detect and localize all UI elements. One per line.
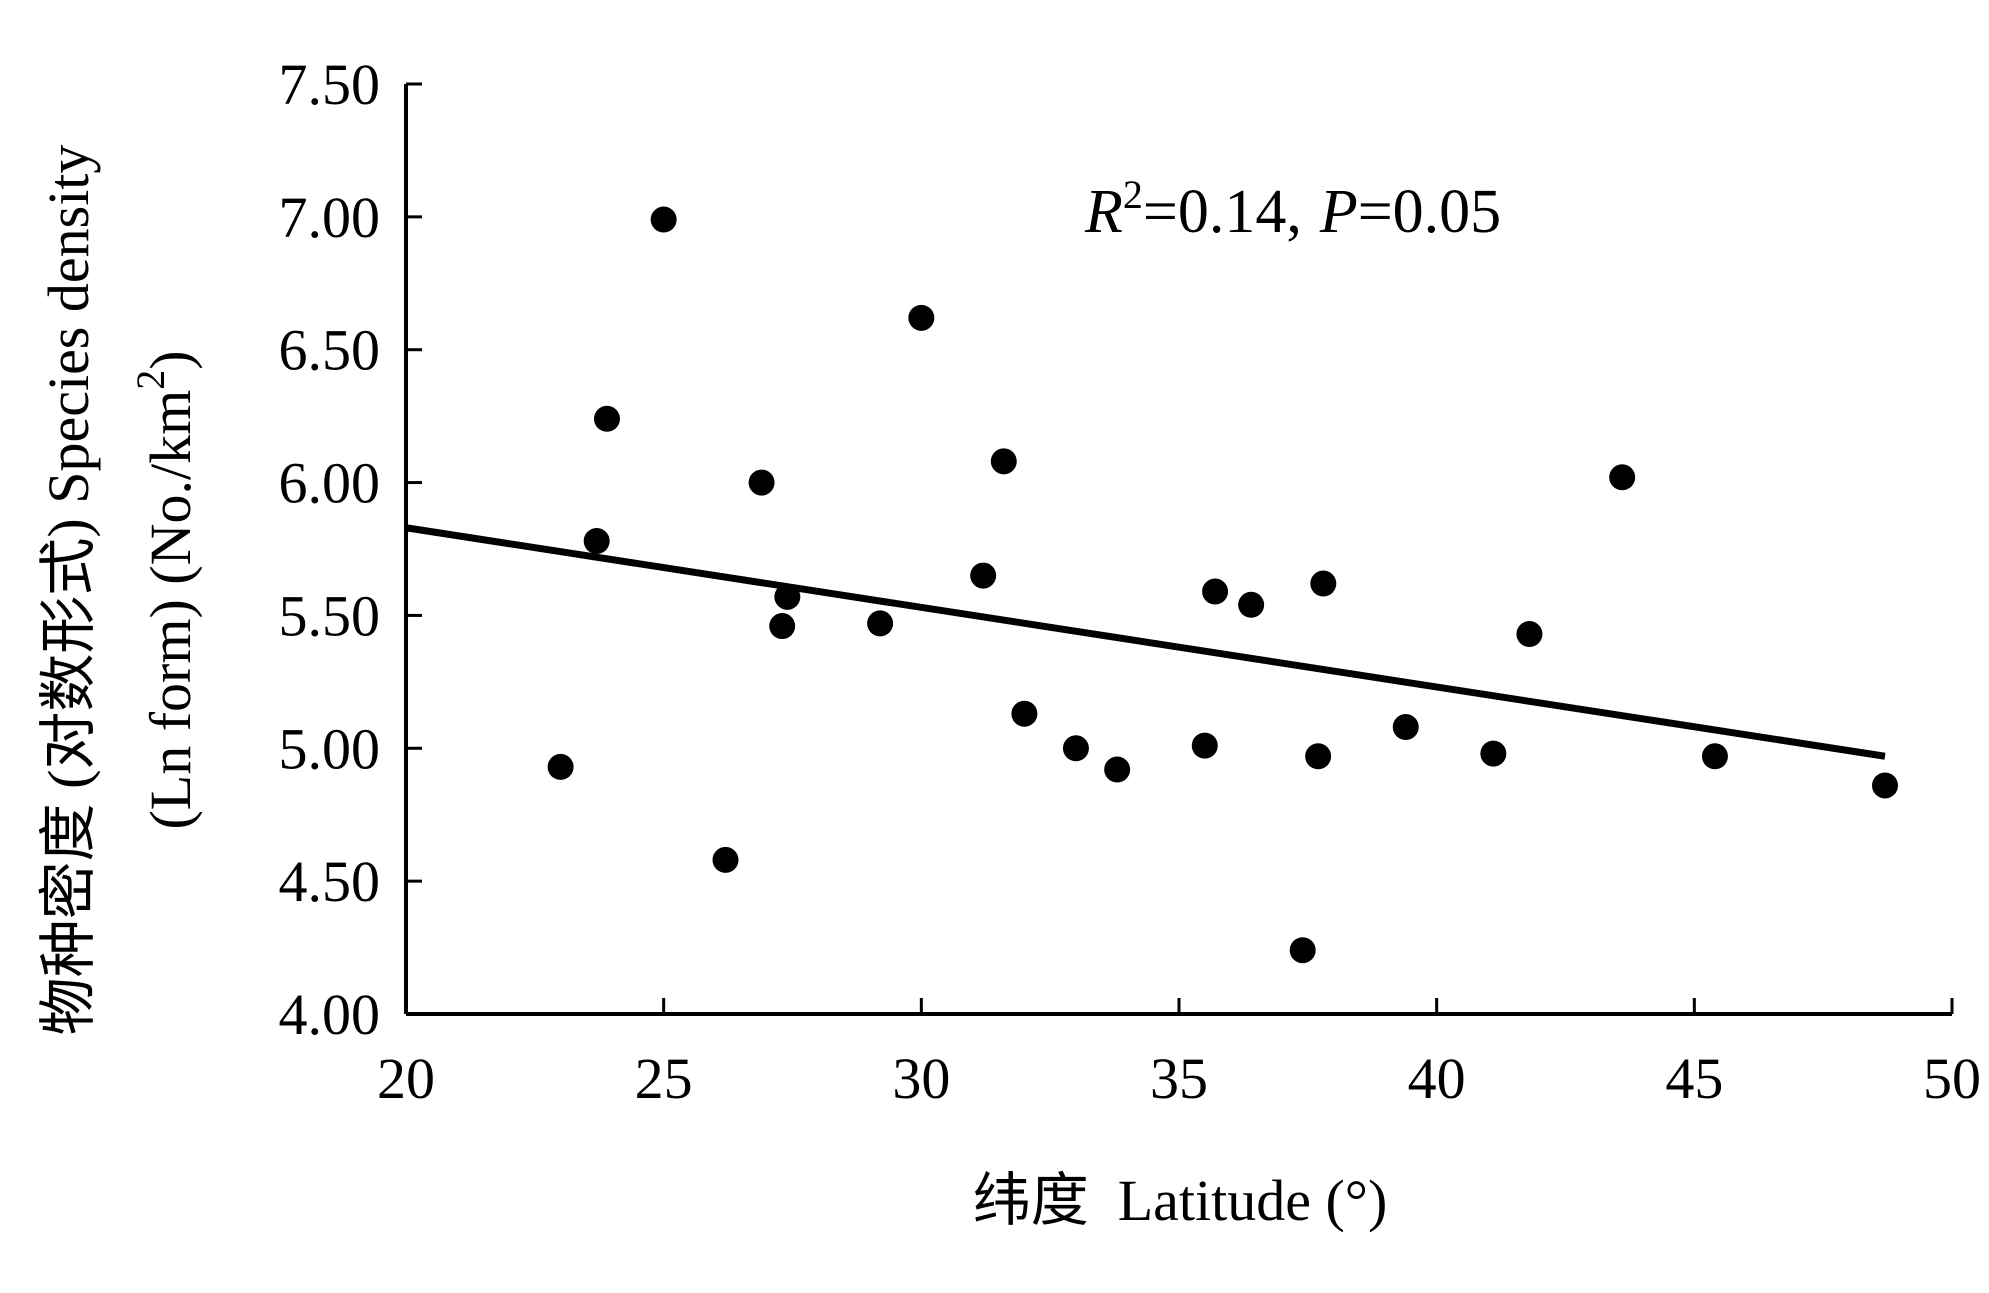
p-value: =0.05 (1358, 178, 1501, 246)
data-point (1480, 740, 1507, 767)
data-point (990, 448, 1017, 475)
data-points (547, 206, 1899, 964)
data-point (583, 528, 610, 555)
data-point (1104, 756, 1131, 783)
y-tick-label: 5.00 (279, 716, 381, 781)
x-tick-label: 30 (892, 1046, 950, 1111)
y-tick-label: 6.50 (279, 318, 381, 383)
data-point (712, 846, 739, 873)
data-point (1289, 937, 1316, 964)
data-point (593, 405, 620, 432)
data-point (547, 753, 574, 780)
p-label: P (1319, 178, 1358, 246)
x-tick-label: 50 (1923, 1046, 1981, 1111)
x-tick-label: 20 (377, 1046, 435, 1111)
data-point (1011, 700, 1038, 727)
data-point (1609, 464, 1636, 491)
y-tick-label: 7.00 (279, 185, 381, 250)
data-point (867, 610, 894, 637)
axes (404, 82, 1954, 1016)
data-point (650, 206, 677, 233)
y-tick-label: 5.50 (279, 583, 381, 648)
y-axis-title-line1: 物种密度 (对数形式) Species density (36, 145, 101, 1036)
data-point (1191, 732, 1218, 759)
y-axis-title-line2: (Ln form) (No./km2) (128, 350, 203, 829)
data-point (1202, 578, 1229, 605)
tick-labels: 4.00 4.50 5.00 5.50 6.00 6.50 7.00 7.50 20 25 30 35… (279, 52, 1982, 1111)
data-point (908, 304, 935, 331)
trendline-group (405, 524, 1886, 760)
data-point (774, 583, 801, 610)
data-point (970, 562, 997, 589)
y-axis-title-superscript: 2 (128, 370, 173, 390)
y-tick-label: 7.50 (279, 52, 381, 117)
y-tick-label: 6.00 (279, 451, 381, 516)
r-superscript: 2 (1123, 172, 1143, 217)
r-value: =0.14, (1143, 178, 1302, 246)
data-point (1392, 714, 1419, 741)
data-point (1310, 570, 1337, 597)
y-axis-title-line2-main: (Ln form) (No./km (138, 390, 203, 830)
y-tick-label: 4.50 (279, 849, 381, 914)
data-point (769, 613, 796, 640)
x-axis-title: 纬度 Latitude (°) (973, 1168, 1388, 1233)
data-point (1516, 621, 1543, 648)
x-tick-label: 40 (1408, 1046, 1466, 1111)
r-label: R (1084, 178, 1123, 246)
x-tick-label: 25 (635, 1046, 693, 1111)
data-point (1238, 591, 1265, 618)
data-point (1701, 743, 1728, 770)
data-point (1062, 735, 1089, 762)
data-point (748, 469, 775, 496)
trendline (405, 524, 1886, 760)
data-point (1305, 743, 1332, 770)
y-tick-label: 4.00 (279, 982, 381, 1047)
data-point (1872, 772, 1899, 799)
x-tick-label: 35 (1150, 1046, 1208, 1111)
stats-annotation: R2=0.14, P=0.05 (1084, 172, 1501, 246)
y-axis-title-close: ) (138, 350, 203, 369)
x-tick-label: 45 (1665, 1046, 1723, 1111)
